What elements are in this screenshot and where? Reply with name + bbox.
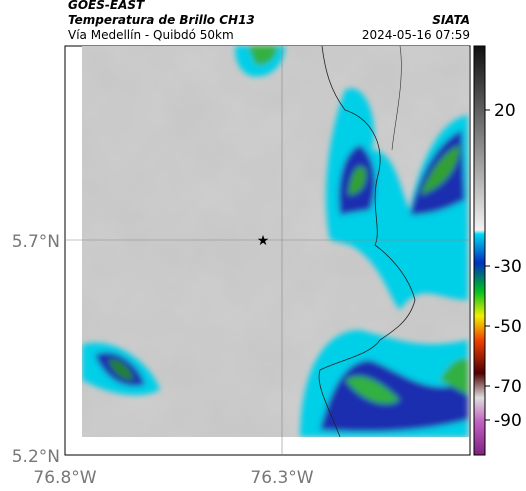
- source: SIATA: [432, 13, 470, 27]
- colorbar-ticks: 20 -30 -50 -70 -90: [485, 101, 522, 431]
- route: Vía Medellín - Quibdó 50km: [68, 28, 234, 42]
- colorbar-label: 20: [494, 101, 516, 121]
- clouds: [82, 46, 468, 437]
- subtitle: Temperatura de Brillo CH13: [68, 13, 255, 27]
- colorbar-label: -70: [494, 377, 522, 397]
- coastline: [318, 46, 416, 437]
- title: GOES-EAST: [68, 0, 145, 12]
- colorbar-label: -50: [494, 317, 522, 337]
- lat-label: 5.7°N: [12, 232, 60, 252]
- colorbar-label: -90: [494, 411, 522, 431]
- lat-label: 5.2°N: [12, 447, 60, 467]
- lon-label: 76.8°W: [33, 468, 96, 488]
- colorbar: [473, 45, 486, 456]
- location-star: ★: [257, 233, 270, 249]
- colorbar-label: -30: [494, 257, 522, 277]
- border-line: [391, 46, 402, 151]
- lon-label: 76.3°W: [250, 468, 313, 488]
- timestamp: 2024-05-16 07:59: [362, 28, 470, 42]
- satellite-image: [82, 46, 469, 437]
